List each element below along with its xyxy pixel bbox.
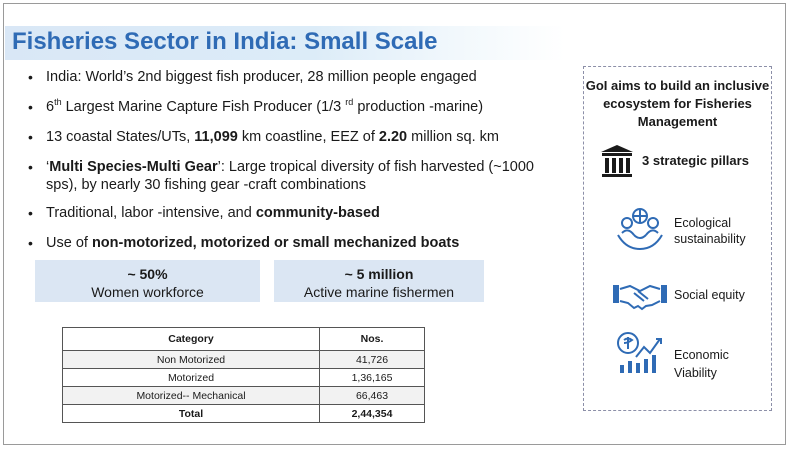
table-row: Non Motorized 41,726	[62, 350, 425, 369]
bullet-text: 6	[46, 99, 55, 115]
table-row: Motorized 1,36,165	[62, 368, 425, 387]
bullet-text: 13 coastal States/UTs,	[46, 129, 195, 145]
table-total-row: Total 2,44,354	[62, 404, 425, 423]
pillar-label: Ecological	[674, 216, 731, 230]
table-cell: Total	[62, 404, 320, 423]
table-header-row: Category Nos.	[62, 327, 425, 351]
table-cell: Motorized	[62, 368, 320, 387]
column-header: Nos.	[319, 327, 425, 351]
page-title: Fisheries Sector in India: Small Scale	[12, 28, 438, 55]
bullet-item: Traditional, labor -intensive, and commu…	[24, 204, 569, 222]
pillar-label: Viability	[674, 366, 717, 380]
table-row: Motorized-- Mechanical 66,463	[62, 386, 425, 405]
boat-category-table: Category Nos. Non Motorized 41,726 Motor…	[62, 327, 425, 423]
economy-icon	[617, 332, 662, 373]
slide: Fisheries Sector in India: Small Scale I…	[3, 3, 786, 445]
bullet-item: 13 coastal States/UTs, 11,099 km coastli…	[24, 128, 569, 146]
pillar-label: Economic	[674, 348, 729, 362]
bullet-list: India: World’s 2nd biggest fish producer…	[24, 68, 569, 264]
pillar-economic: Economic Viability	[612, 329, 772, 380]
bullet-item: ‘Multi Species-Multi Gear’: Large tropic…	[24, 158, 569, 194]
bullet-text: km coastline, EEZ of	[237, 129, 379, 145]
table-cell: Non Motorized	[62, 350, 320, 369]
stat-women-workforce: ~ 50% Women workforce	[35, 260, 260, 302]
column-header: Category	[62, 327, 320, 351]
stat-label: Women workforce	[91, 284, 204, 300]
stat-label: Active marine fishermen	[303, 284, 455, 300]
pillar-ecological: Ecological sustainability	[612, 205, 772, 255]
bullet-text: Traditional, labor -intensive, and	[46, 205, 256, 221]
goi-panel: GoI aims to build an inclusive ecosystem…	[583, 66, 772, 411]
stat-value: ~ 50%	[127, 266, 168, 282]
table-cell: 66,463	[319, 386, 425, 405]
superscript: th	[54, 97, 62, 108]
table-cell: 2,44,354	[319, 404, 425, 423]
bullet-item: India: World’s 2nd biggest fish producer…	[24, 68, 569, 86]
panel-heading: GoI aims to build an inclusive ecosystem…	[585, 78, 770, 129]
title-band	[5, 26, 565, 60]
pillar-social: Social equity	[612, 277, 772, 317]
bullet-text: million sq. km	[407, 129, 499, 145]
table-cell: 1,36,165	[319, 368, 425, 387]
pillar-label: sustainability	[674, 232, 746, 246]
bullet-text: Largest Marine Capture Fish Producer (1/…	[61, 99, 346, 115]
bullet-text: ‘	[46, 159, 50, 175]
bullet-bold: Multi Species-Multi Gear	[49, 159, 218, 175]
bullet-item: 6th Largest Marine Capture Fish Producer…	[24, 98, 569, 116]
coastline-value: 11,099	[194, 129, 238, 145]
superscript: rd	[345, 97, 354, 108]
table-cell: 41,726	[319, 350, 425, 369]
pillar-label: Social equity	[674, 288, 745, 302]
stat-value: ~ 5 million	[344, 266, 414, 282]
bullet-text: India: World’s 2nd biggest fish producer…	[46, 69, 477, 85]
bullet-text: Use of	[46, 235, 92, 251]
strategic-pillars: 3 strategic pillars	[598, 143, 768, 183]
pillars-label: 3 strategic pillars	[642, 153, 749, 168]
bullet-item: Use of non-motorized, motorized or small…	[24, 234, 569, 252]
table-cell: Motorized-- Mechanical	[62, 386, 320, 405]
pillar-icon	[601, 145, 633, 177]
eez-value: 2.20	[378, 129, 408, 145]
bullet-bold: non-motorized, motorized or small mechan…	[91, 235, 460, 251]
ecology-icon	[617, 208, 663, 251]
handshake-icon	[613, 284, 667, 311]
bullet-bold: community-based	[255, 205, 380, 221]
bullet-text: production -marine)	[353, 99, 484, 115]
bullet-text: ’: Large tropical diversity of fish harv…	[46, 159, 534, 193]
stat-marine-fishermen: ~ 5 million Active marine fishermen	[274, 260, 484, 302]
